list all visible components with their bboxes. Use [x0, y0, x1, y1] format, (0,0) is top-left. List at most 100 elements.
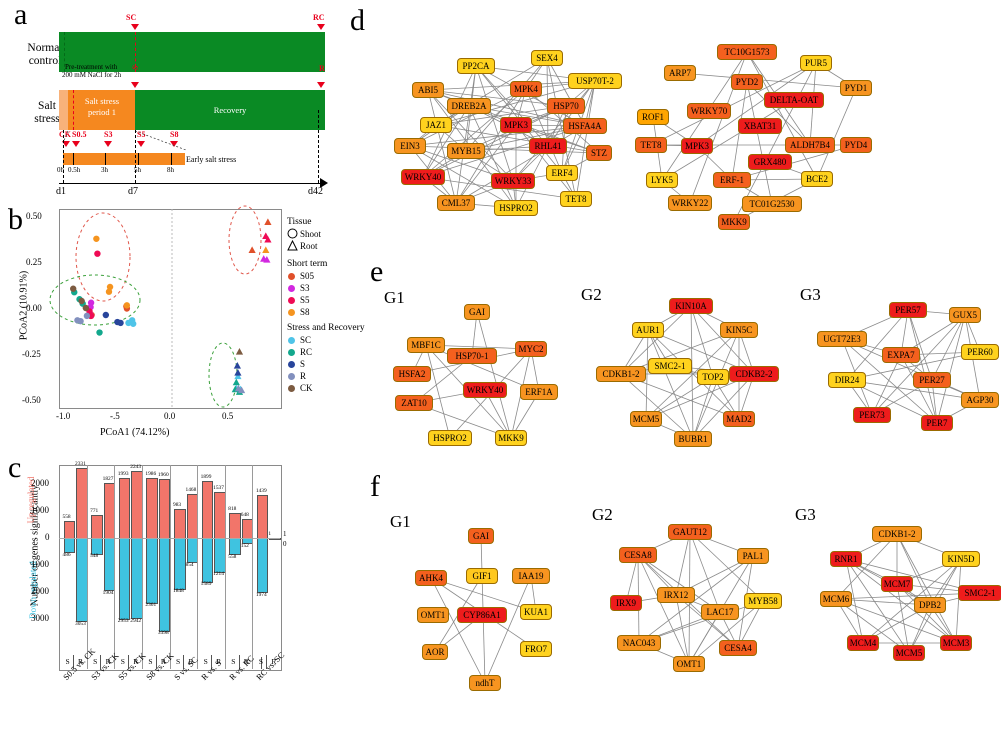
network-node[interactable]: MYB58 [744, 593, 782, 609]
network-node[interactable]: HSPRO2 [494, 200, 538, 216]
network-node[interactable]: KIN5D [942, 551, 980, 567]
network-node[interactable]: GAI [467, 528, 495, 544]
network-node[interactable]: AHK4 [414, 570, 448, 586]
network-node[interactable]: WRKY70 [687, 103, 731, 119]
network-node[interactable]: CESA8 [619, 547, 657, 563]
network-node[interactable]: PYD2 [730, 74, 764, 90]
network-node[interactable]: DREB2A [447, 98, 491, 114]
network-node[interactable]: HSPRO2 [428, 430, 472, 446]
network-node[interactable]: ROF1 [636, 109, 670, 125]
network-node[interactable]: SMC2-1 [958, 585, 1001, 601]
network-node[interactable]: WRKY40 [401, 169, 445, 185]
network-node[interactable]: GUX5 [948, 307, 982, 323]
network-node[interactable]: IRX12 [657, 587, 695, 603]
network-node[interactable]: FRO7 [519, 641, 553, 657]
network-node[interactable]: BUBR1 [674, 431, 712, 447]
network-node[interactable]: DELTA-OAT [763, 92, 825, 108]
network-node[interactable]: HSP70 [547, 98, 585, 114]
network-node[interactable]: AGP30 [961, 392, 999, 408]
network-node[interactable]: WRKY22 [668, 195, 712, 211]
network-node[interactable]: MCM7 [880, 576, 914, 592]
network-node[interactable]: ALDH7B4 [785, 137, 835, 153]
network-node[interactable]: MKK9 [717, 214, 751, 230]
network-node[interactable]: MYC2 [514, 341, 548, 357]
network-node[interactable]: PER73 [853, 407, 891, 423]
network-node[interactable]: KIN5C [720, 322, 758, 338]
network-node[interactable]: HSFA4A [563, 118, 607, 134]
network-node[interactable]: TET8 [559, 191, 593, 207]
network-node[interactable]: CYP86A1 [457, 607, 507, 623]
network-node[interactable]: MCM5 [892, 645, 926, 661]
network-node[interactable]: TOP2 [696, 369, 730, 385]
network-node[interactable]: SMC2-1 [648, 358, 692, 374]
network-node[interactable]: MCM5 [629, 411, 663, 427]
network-node[interactable]: GAI [463, 304, 491, 320]
network-node[interactable]: PP2CA [457, 58, 495, 74]
network-node[interactable]: BCE2 [800, 171, 834, 187]
network-node[interactable]: MYB15 [447, 143, 485, 159]
network-node[interactable]: KIN10A [669, 298, 713, 314]
network-node[interactable]: STZ [585, 145, 613, 161]
network-node[interactable]: KUA1 [519, 604, 553, 620]
network-node[interactable]: MCM3 [939, 635, 973, 651]
network-node[interactable]: CDKB2-2 [729, 366, 779, 382]
network-node[interactable]: LYK5 [645, 172, 679, 188]
network-node[interactable]: MPK3 [680, 138, 714, 154]
network-node[interactable]: CESA4 [719, 640, 757, 656]
network-node[interactable]: IAA19 [512, 568, 550, 584]
network-node[interactable]: TET8 [634, 137, 668, 153]
network-node[interactable]: ERF4 [545, 165, 579, 181]
network-node[interactable]: USP70T-2 [567, 73, 623, 89]
network-node[interactable]: EIN3 [393, 138, 427, 154]
network-node[interactable]: PYD1 [839, 80, 873, 96]
network-node[interactable]: HSFA2 [393, 366, 431, 382]
network-node[interactable]: ABI5 [411, 82, 445, 98]
network-node[interactable]: ARP7 [663, 65, 697, 81]
network-node[interactable]: PYD4 [839, 137, 873, 153]
network-node[interactable]: JAZ1 [419, 117, 453, 133]
network-node[interactable]: LAC17 [701, 604, 739, 620]
network-node[interactable]: UGT72E3 [817, 331, 867, 347]
network-node[interactable]: RHL41 [529, 138, 567, 154]
network-node[interactable]: MCM6 [819, 591, 853, 607]
network-node[interactable]: NAC043 [617, 635, 661, 651]
network-node[interactable]: EXPA7 [882, 347, 920, 363]
network-node[interactable]: ZAT10 [395, 395, 433, 411]
network-node[interactable]: MBF1C [407, 337, 445, 353]
network-node[interactable]: WRKY40 [463, 382, 507, 398]
network-node[interactable]: CDKB1-2 [872, 526, 922, 542]
network-node[interactable]: ndhT [468, 675, 502, 691]
network-node[interactable]: CDKB1-2 [596, 366, 646, 382]
network-node[interactable]: XBAT31 [738, 118, 782, 134]
network-node[interactable]: CML37 [437, 195, 475, 211]
network-node[interactable]: PER60 [961, 344, 999, 360]
network-node[interactable]: TC01G2530 [741, 196, 803, 212]
network-node[interactable]: DPB2 [913, 597, 947, 613]
network-node[interactable]: PAL1 [736, 548, 770, 564]
network-node[interactable]: TC10G1573 [716, 44, 778, 60]
network-node[interactable]: OMT1 [416, 607, 450, 623]
network-node[interactable]: PUR5 [799, 55, 833, 71]
network-node[interactable]: MAD2 [722, 411, 756, 427]
network-node[interactable]: ERF-1 [713, 172, 751, 188]
network-node[interactable]: GAUT12 [668, 524, 712, 540]
network-node[interactable]: MPK3 [499, 117, 533, 133]
network-node[interactable]: ERF1A [520, 384, 558, 400]
network-node[interactable]: DIR24 [828, 372, 866, 388]
network-node[interactable]: SEX4 [530, 50, 564, 66]
network-node[interactable]: RNR1 [829, 551, 863, 567]
network-node[interactable]: WRKY33 [491, 173, 535, 189]
network-node[interactable]: AUR1 [631, 322, 665, 338]
network-node[interactable]: GIF1 [465, 568, 499, 584]
network-node[interactable]: PER57 [889, 302, 927, 318]
network-node[interactable]: GRX480 [748, 154, 792, 170]
network-node[interactable]: MKK9 [494, 430, 528, 446]
network-node[interactable]: AOR [421, 644, 449, 660]
network-node[interactable]: PER27 [913, 372, 951, 388]
network-node[interactable]: OMT1 [672, 656, 706, 672]
network-node[interactable]: HSP70-1 [447, 348, 497, 364]
network-node[interactable]: PER7 [920, 415, 954, 431]
network-node[interactable]: MCM4 [846, 635, 880, 651]
network-node[interactable]: IRX9 [609, 595, 643, 611]
network-node[interactable]: MPK4 [509, 81, 543, 97]
